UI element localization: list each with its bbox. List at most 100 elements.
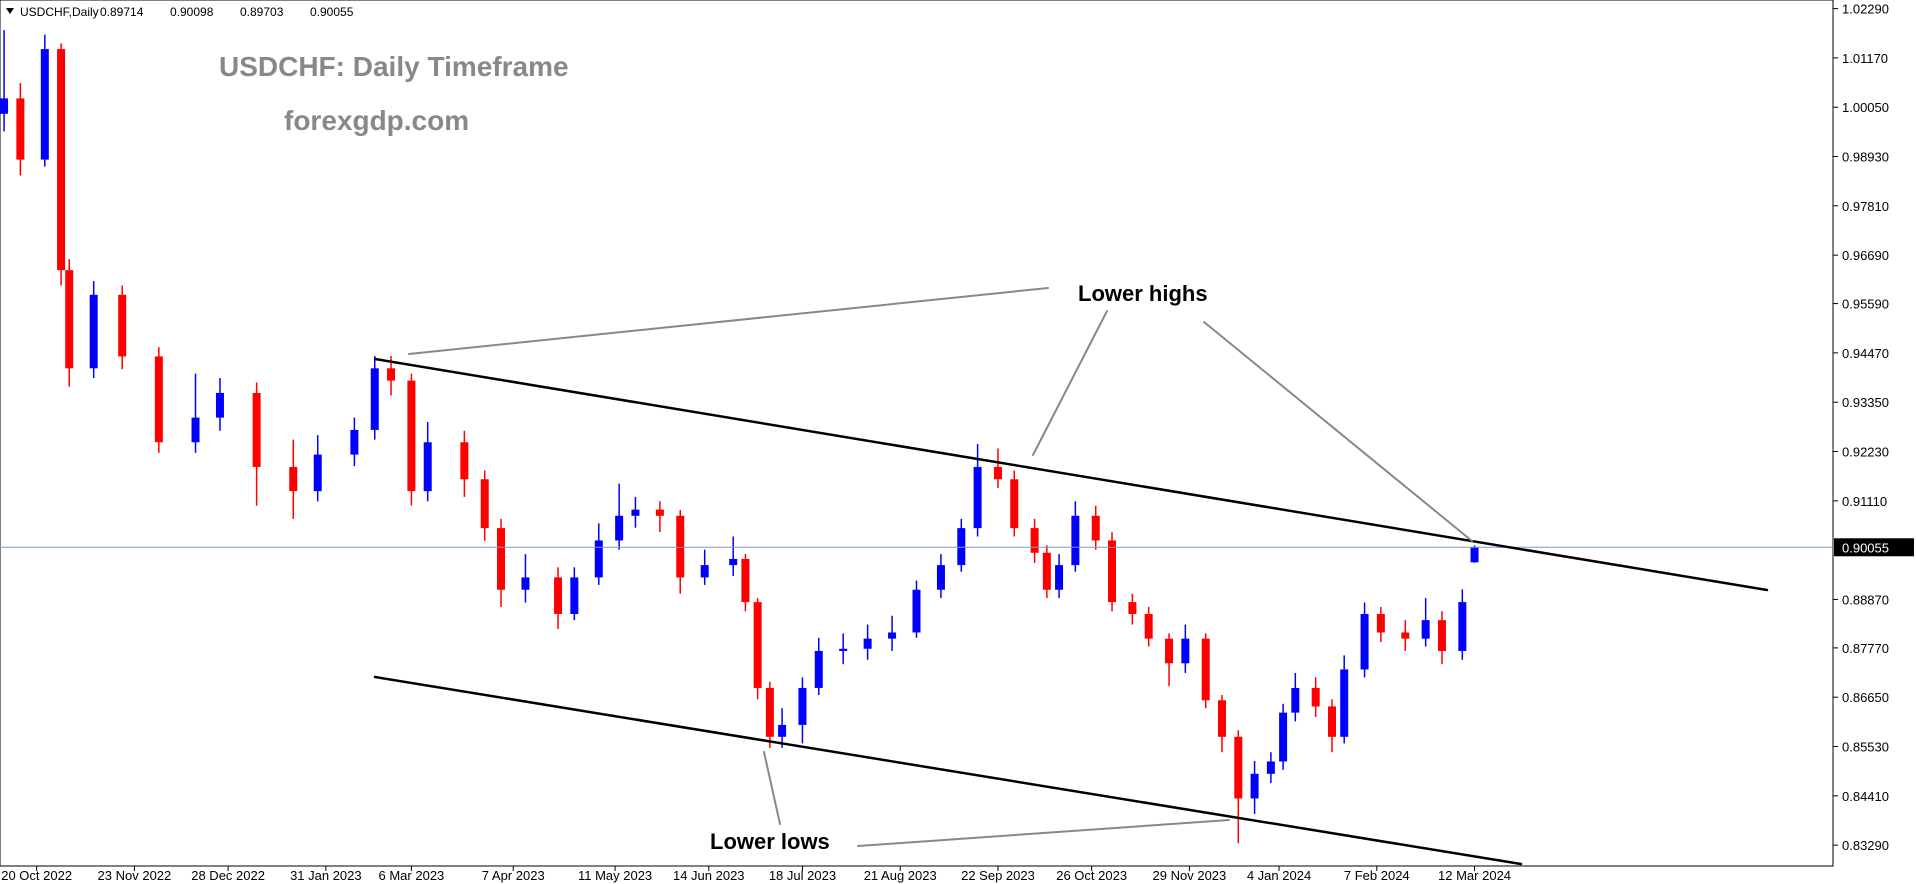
candle-body [570, 577, 579, 614]
candle-body [839, 648, 848, 651]
candle-body [1279, 712, 1288, 762]
x-tick-label: 7 Apr 2023 [482, 868, 545, 883]
y-tick-label: 0.93350 [1842, 395, 1889, 410]
x-tick-label: 4 Jan 2024 [1247, 868, 1311, 883]
candle-body [741, 558, 750, 603]
lower-trendline [373, 675, 1523, 866]
candle-body [40, 49, 49, 160]
upper-trendline [373, 357, 1769, 592]
candle-body [1376, 613, 1385, 633]
x-tick-label: 28 Dec 2022 [191, 868, 265, 883]
candle-body [1181, 638, 1190, 664]
candle-body [1421, 620, 1430, 639]
price-label-box [1834, 538, 1914, 557]
y-tick-label: 0.85530 [1842, 740, 1889, 755]
pointer-line [1203, 321, 1473, 542]
candle-body [778, 724, 787, 737]
x-tick-label: 6 Mar 2023 [379, 868, 445, 883]
candle-body [1071, 515, 1080, 566]
candle-body [1218, 700, 1226, 737]
trendlines [373, 287, 1769, 866]
candle-body [1401, 632, 1410, 639]
candle-body [215, 392, 224, 418]
candle-body [16, 98, 25, 160]
candle-body [65, 270, 74, 369]
candle-body [729, 558, 738, 566]
pointer-line [763, 751, 781, 825]
candle-body [497, 528, 506, 590]
header-symbol: USDCHF,Daily [20, 5, 99, 19]
y-tick-label: 0.83290 [1842, 838, 1889, 853]
x-tick-label: 23 Nov 2022 [98, 868, 172, 883]
x-tick-label: 26 Oct 2023 [1056, 868, 1127, 883]
plot-frame [0, 0, 1834, 867]
y-tick-label: 0.84410 [1842, 789, 1889, 804]
candle-body [350, 429, 359, 455]
x-tick-label: 22 Sep 2023 [961, 868, 1035, 883]
candle-body [57, 49, 66, 271]
candle-body [1144, 613, 1153, 639]
candle-body [0, 98, 9, 114]
x-tick-label: 21 Aug 2023 [864, 868, 937, 883]
y-tick-label: 0.86650 [1842, 690, 1889, 705]
header-value: 0.90055 [310, 5, 354, 19]
candle-body [1437, 620, 1446, 651]
candle-body [191, 417, 200, 443]
y-tick-label: 0.91110 [1842, 494, 1887, 509]
y-tick-label: 0.95590 [1842, 297, 1889, 312]
candle-body [89, 294, 98, 369]
chart-title: USDCHF: Daily Timeframe [219, 51, 569, 82]
y-tick-label: 0.87770 [1842, 641, 1889, 656]
candle-body [765, 687, 774, 737]
candle-body [423, 442, 432, 492]
x-tick-label: 7 Feb 2024 [1344, 868, 1410, 883]
x-tick-label: 20 Oct 2022 [1, 868, 72, 883]
candle-body [387, 368, 396, 381]
candle-body [973, 466, 982, 529]
candle-body [1250, 773, 1259, 799]
candle-body [655, 509, 664, 516]
y-tick-label: 0.94470 [1842, 346, 1889, 361]
candle-body [936, 565, 945, 590]
x-tick-label: 29 Nov 2023 [1153, 868, 1227, 883]
candle-body [1234, 736, 1243, 799]
x-tick-label: 11 May 2023 [578, 868, 652, 883]
candle-body [1360, 613, 1369, 670]
candle-body [370, 368, 379, 430]
price-label: 0.90055 [1842, 540, 1889, 555]
pointer-line [408, 287, 1049, 355]
y-tick-label: 0.97810 [1842, 199, 1889, 214]
annotation: Lower lows [710, 829, 830, 854]
candle-body [1470, 547, 1479, 563]
header-value: 0.89703 [240, 5, 284, 19]
candle-body [615, 515, 624, 541]
candle-body [1340, 669, 1349, 737]
candle-body [1291, 687, 1300, 713]
candle-body [700, 565, 709, 578]
candle-body [252, 392, 261, 467]
candle-body [888, 632, 897, 639]
candle-body [1091, 515, 1100, 541]
candle-body [1458, 602, 1467, 651]
candle-body [521, 577, 530, 590]
candle-body [798, 687, 807, 725]
candle-body [1201, 638, 1210, 701]
candle-body [631, 509, 640, 516]
candle-body [154, 356, 163, 443]
candle-body [957, 528, 966, 566]
candle-body [313, 454, 322, 492]
y-tick-label: 0.96690 [1842, 248, 1889, 263]
x-tick-label: 14 Jun 2023 [673, 868, 745, 883]
candle-body [753, 602, 762, 688]
candle-body [1311, 687, 1320, 707]
candle-body [1055, 565, 1064, 590]
candle-body [480, 479, 489, 529]
y-tick-label: 0.88870 [1842, 592, 1889, 607]
candle-body [460, 442, 469, 480]
candle-body [1042, 552, 1051, 590]
candle-body [554, 577, 563, 614]
candle-body [1266, 761, 1275, 774]
candle-body [1165, 638, 1174, 664]
header-value: 0.90098 [170, 5, 214, 19]
